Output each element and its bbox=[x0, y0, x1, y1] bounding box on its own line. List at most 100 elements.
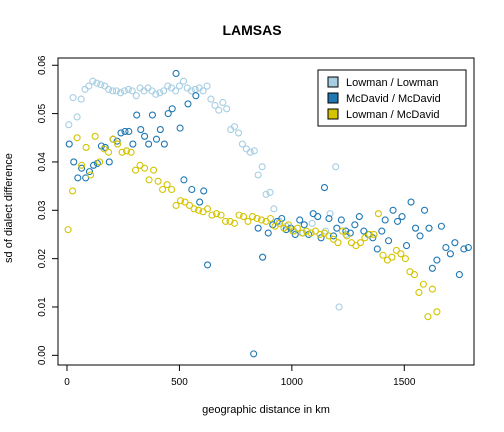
data-point bbox=[191, 85, 199, 93]
data-point bbox=[87, 171, 95, 179]
data-point bbox=[141, 132, 149, 140]
data-point bbox=[460, 245, 468, 253]
data-point bbox=[208, 211, 216, 219]
data-point bbox=[298, 229, 306, 237]
data-point bbox=[184, 100, 192, 108]
data-point bbox=[361, 234, 369, 242]
data-point bbox=[235, 211, 243, 219]
y-tick-label: 0.03 bbox=[37, 200, 48, 220]
data-point bbox=[296, 216, 304, 224]
data-point bbox=[433, 256, 441, 264]
data-point bbox=[137, 126, 145, 134]
legend-label: Lowman / McDavid bbox=[346, 109, 440, 121]
data-point bbox=[133, 111, 141, 119]
data-point bbox=[176, 124, 184, 132]
data-point bbox=[132, 166, 140, 174]
data-point bbox=[428, 264, 436, 272]
data-point bbox=[101, 143, 109, 151]
data-point bbox=[334, 239, 342, 247]
data-point bbox=[109, 87, 117, 95]
data-point bbox=[114, 140, 122, 148]
data-point bbox=[392, 246, 400, 254]
legend: Lowman / Lowman McDavid / McDavid Lowman /… bbox=[317, 69, 467, 127]
data-point bbox=[181, 198, 189, 206]
data-point bbox=[150, 166, 158, 174]
data-point bbox=[203, 82, 211, 90]
y-axis: 0.00 0.01 0.02 0.03 0.04 0.05 0.06 bbox=[37, 55, 58, 365]
data-point bbox=[194, 206, 203, 214]
data-point bbox=[284, 221, 293, 229]
data-point bbox=[192, 92, 200, 100]
data-point bbox=[370, 230, 378, 239]
data-point bbox=[374, 210, 382, 218]
data-point bbox=[180, 176, 188, 184]
data-point bbox=[120, 87, 128, 95]
y-tick-label: 0.00 bbox=[37, 345, 48, 365]
data-point bbox=[70, 158, 78, 166]
data-point bbox=[325, 232, 333, 240]
data-point bbox=[82, 143, 90, 151]
plot-frame bbox=[57, 57, 475, 366]
data-point bbox=[388, 253, 396, 261]
data-point bbox=[342, 227, 350, 235]
data-point bbox=[73, 134, 81, 142]
data-point bbox=[85, 82, 93, 90]
x-tick-label: 0 bbox=[64, 377, 70, 388]
data-point bbox=[329, 235, 338, 243]
x-tick-label: 1000 bbox=[281, 377, 304, 388]
data-point bbox=[242, 145, 250, 153]
data-point bbox=[248, 213, 257, 221]
data-point bbox=[168, 185, 176, 194]
data-point bbox=[420, 206, 429, 214]
data-point bbox=[258, 163, 266, 171]
data-point bbox=[159, 185, 167, 194]
data-point bbox=[129, 140, 137, 148]
data-points bbox=[64, 69, 472, 358]
data-point bbox=[93, 79, 101, 87]
data-point bbox=[302, 227, 311, 235]
data-point bbox=[250, 350, 258, 358]
data-point bbox=[69, 187, 77, 195]
data-point bbox=[266, 214, 275, 223]
data-point bbox=[316, 230, 324, 239]
data-point bbox=[212, 210, 221, 218]
data-point bbox=[239, 213, 248, 221]
data-point bbox=[385, 237, 393, 245]
data-point bbox=[85, 168, 94, 176]
data-point bbox=[419, 280, 427, 288]
data-point bbox=[211, 101, 219, 109]
data-point bbox=[428, 285, 436, 293]
data-point bbox=[223, 105, 231, 113]
y-tick-label: 0.01 bbox=[37, 297, 48, 317]
data-point bbox=[351, 221, 359, 229]
data-point bbox=[81, 85, 89, 93]
data-point bbox=[109, 135, 117, 143]
data-point bbox=[160, 87, 168, 95]
data-point bbox=[164, 110, 172, 118]
data-point bbox=[175, 82, 183, 90]
data-point bbox=[464, 243, 472, 252]
data-point bbox=[188, 185, 196, 194]
data-point bbox=[200, 187, 208, 195]
data-point bbox=[78, 164, 86, 172]
data-point bbox=[325, 214, 333, 223]
data-point bbox=[230, 123, 239, 131]
data-point bbox=[437, 222, 445, 230]
data-point bbox=[381, 216, 389, 224]
data-point bbox=[446, 250, 454, 258]
data-point bbox=[433, 308, 441, 316]
data-point bbox=[262, 190, 270, 198]
data-point bbox=[154, 177, 162, 185]
data-point bbox=[69, 94, 77, 102]
data-point bbox=[77, 95, 85, 103]
data-point bbox=[152, 90, 160, 98]
data-point bbox=[326, 210, 334, 218]
data-point bbox=[203, 261, 212, 269]
data-point bbox=[64, 226, 72, 234]
data-point bbox=[105, 148, 113, 156]
data-point bbox=[356, 239, 364, 247]
data-point bbox=[148, 111, 156, 119]
data-point bbox=[127, 148, 135, 156]
y-axis-label: sd of dialect difference bbox=[3, 153, 15, 263]
data-point bbox=[254, 171, 262, 179]
